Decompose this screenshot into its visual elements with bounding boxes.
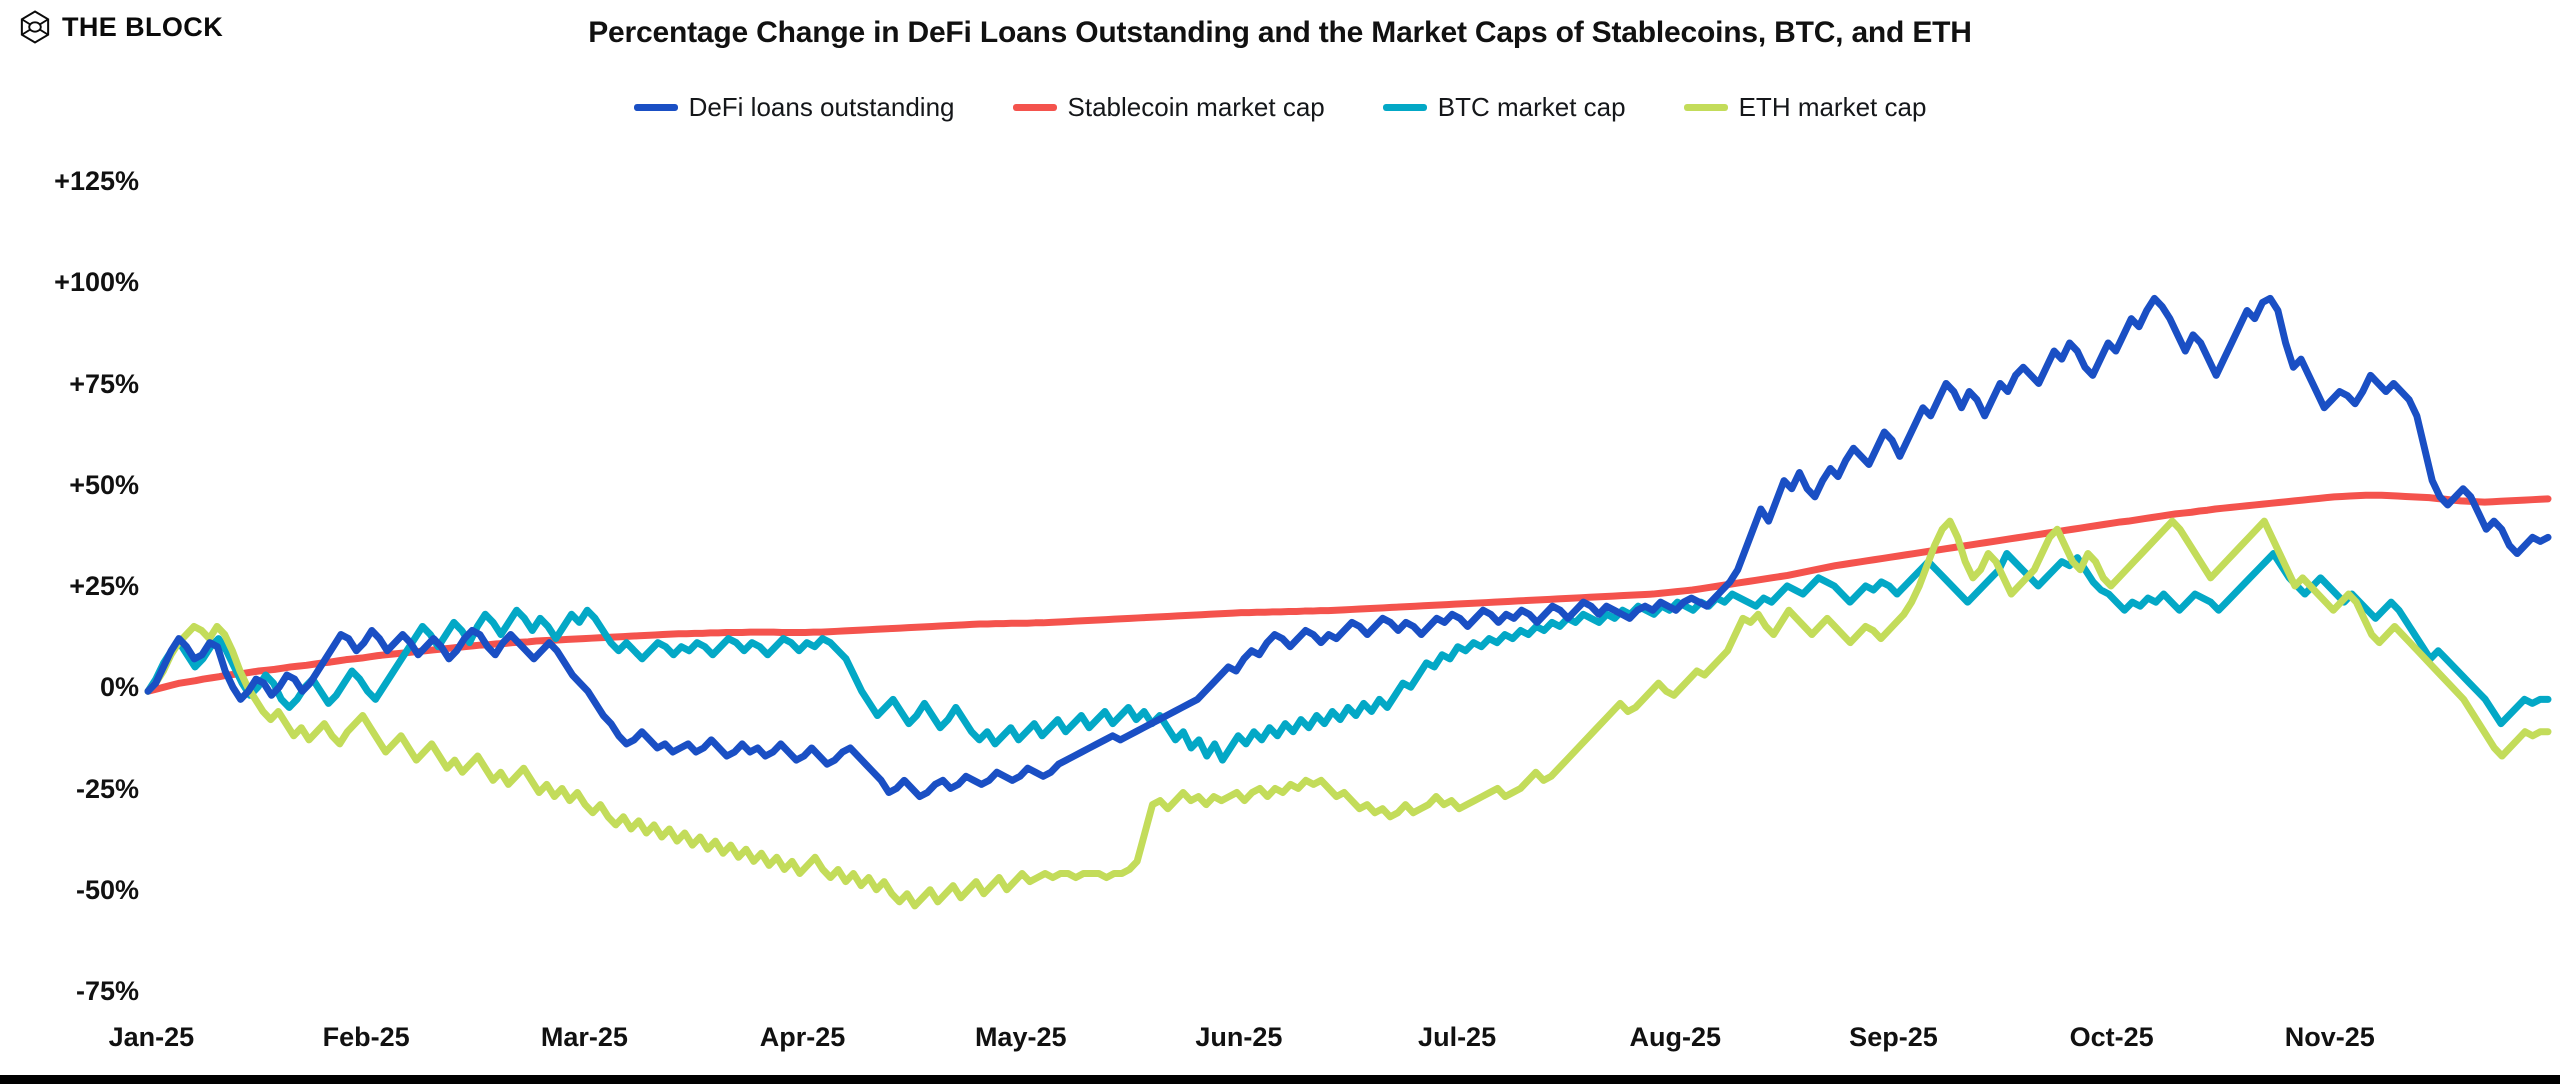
chart-legend: DeFi loans outstanding Stablecoin market…	[0, 92, 2560, 123]
legend-swatch-defi-loans	[633, 104, 678, 111]
legend-label-defi-loans: DeFi loans outstanding	[688, 92, 955, 122]
legend-swatch-stablecoin	[1012, 104, 1057, 111]
legend-swatch-eth	[1683, 104, 1728, 111]
y-axis-tick-text: +50%	[69, 469, 139, 500]
y-axis-tick-text: +100%	[54, 267, 139, 298]
legend-item-btc[interactable]: BTC market cap	[1382, 92, 1626, 123]
x-axis-tick-label: Jun-25	[1195, 1022, 1283, 1052]
brand-name: THE BLOCK	[62, 11, 224, 42]
y-axis-tick-text: -50%	[75, 874, 139, 905]
series-line-btc-market-cap	[144, 550, 2552, 764]
series-line-eth-market-cap	[144, 517, 2552, 910]
legend-item-defi-loans[interactable]: DeFi loans outstanding	[633, 92, 955, 123]
legend-label-stablecoin: Stablecoin market cap	[1067, 92, 1325, 122]
y-axis-tick-text: +125%	[54, 166, 139, 196]
x-axis-tick-label: Jul-25	[1418, 1022, 1497, 1052]
y-axis-tick-text: 0%	[99, 672, 139, 703]
page-title: Percentage Change in DeFi Loans Outstand…	[588, 16, 1972, 49]
bottom-bar	[0, 1075, 2560, 1084]
x-axis-tick-label: Sep-25	[1849, 1022, 1938, 1052]
series-line-defi-loans-outstanding	[144, 294, 2552, 801]
series-line-stablecoin-market-cap	[144, 491, 2552, 695]
legend-swatch-btc	[1382, 104, 1427, 111]
x-axis-tick-label: Aug-25	[1629, 1022, 1722, 1052]
x-axis-tick-label: Apr-25	[759, 1022, 846, 1052]
legend-item-stablecoin[interactable]: Stablecoin market cap	[1012, 92, 1325, 123]
x-axis-tick-label: May-25	[974, 1022, 1067, 1052]
y-axis-tick-text: -25%	[75, 773, 139, 804]
brand-logo: THE BLOCK	[18, 10, 223, 44]
x-axis-tick-label: Nov-25	[2284, 1022, 2375, 1052]
x-axis-tick-label: Mar-25	[540, 1022, 628, 1052]
y-axis-tick-text: +75%	[69, 368, 139, 399]
x-axis-tick-label: Feb-25	[322, 1022, 410, 1052]
x-axis-tick-label: Jan-25	[108, 1022, 195, 1052]
block-cube-icon	[20, 10, 50, 44]
x-axis-tick-label: Oct-25	[2069, 1022, 2154, 1052]
legend-label-eth: ETH market cap	[1738, 92, 1927, 122]
legend-item-eth[interactable]: ETH market cap	[1683, 92, 1927, 123]
y-axis-tick-text: -75%	[75, 976, 139, 1006]
y-axis-tick-text: +25%	[69, 571, 139, 601]
legend-label-btc: BTC market cap	[1437, 92, 1626, 122]
